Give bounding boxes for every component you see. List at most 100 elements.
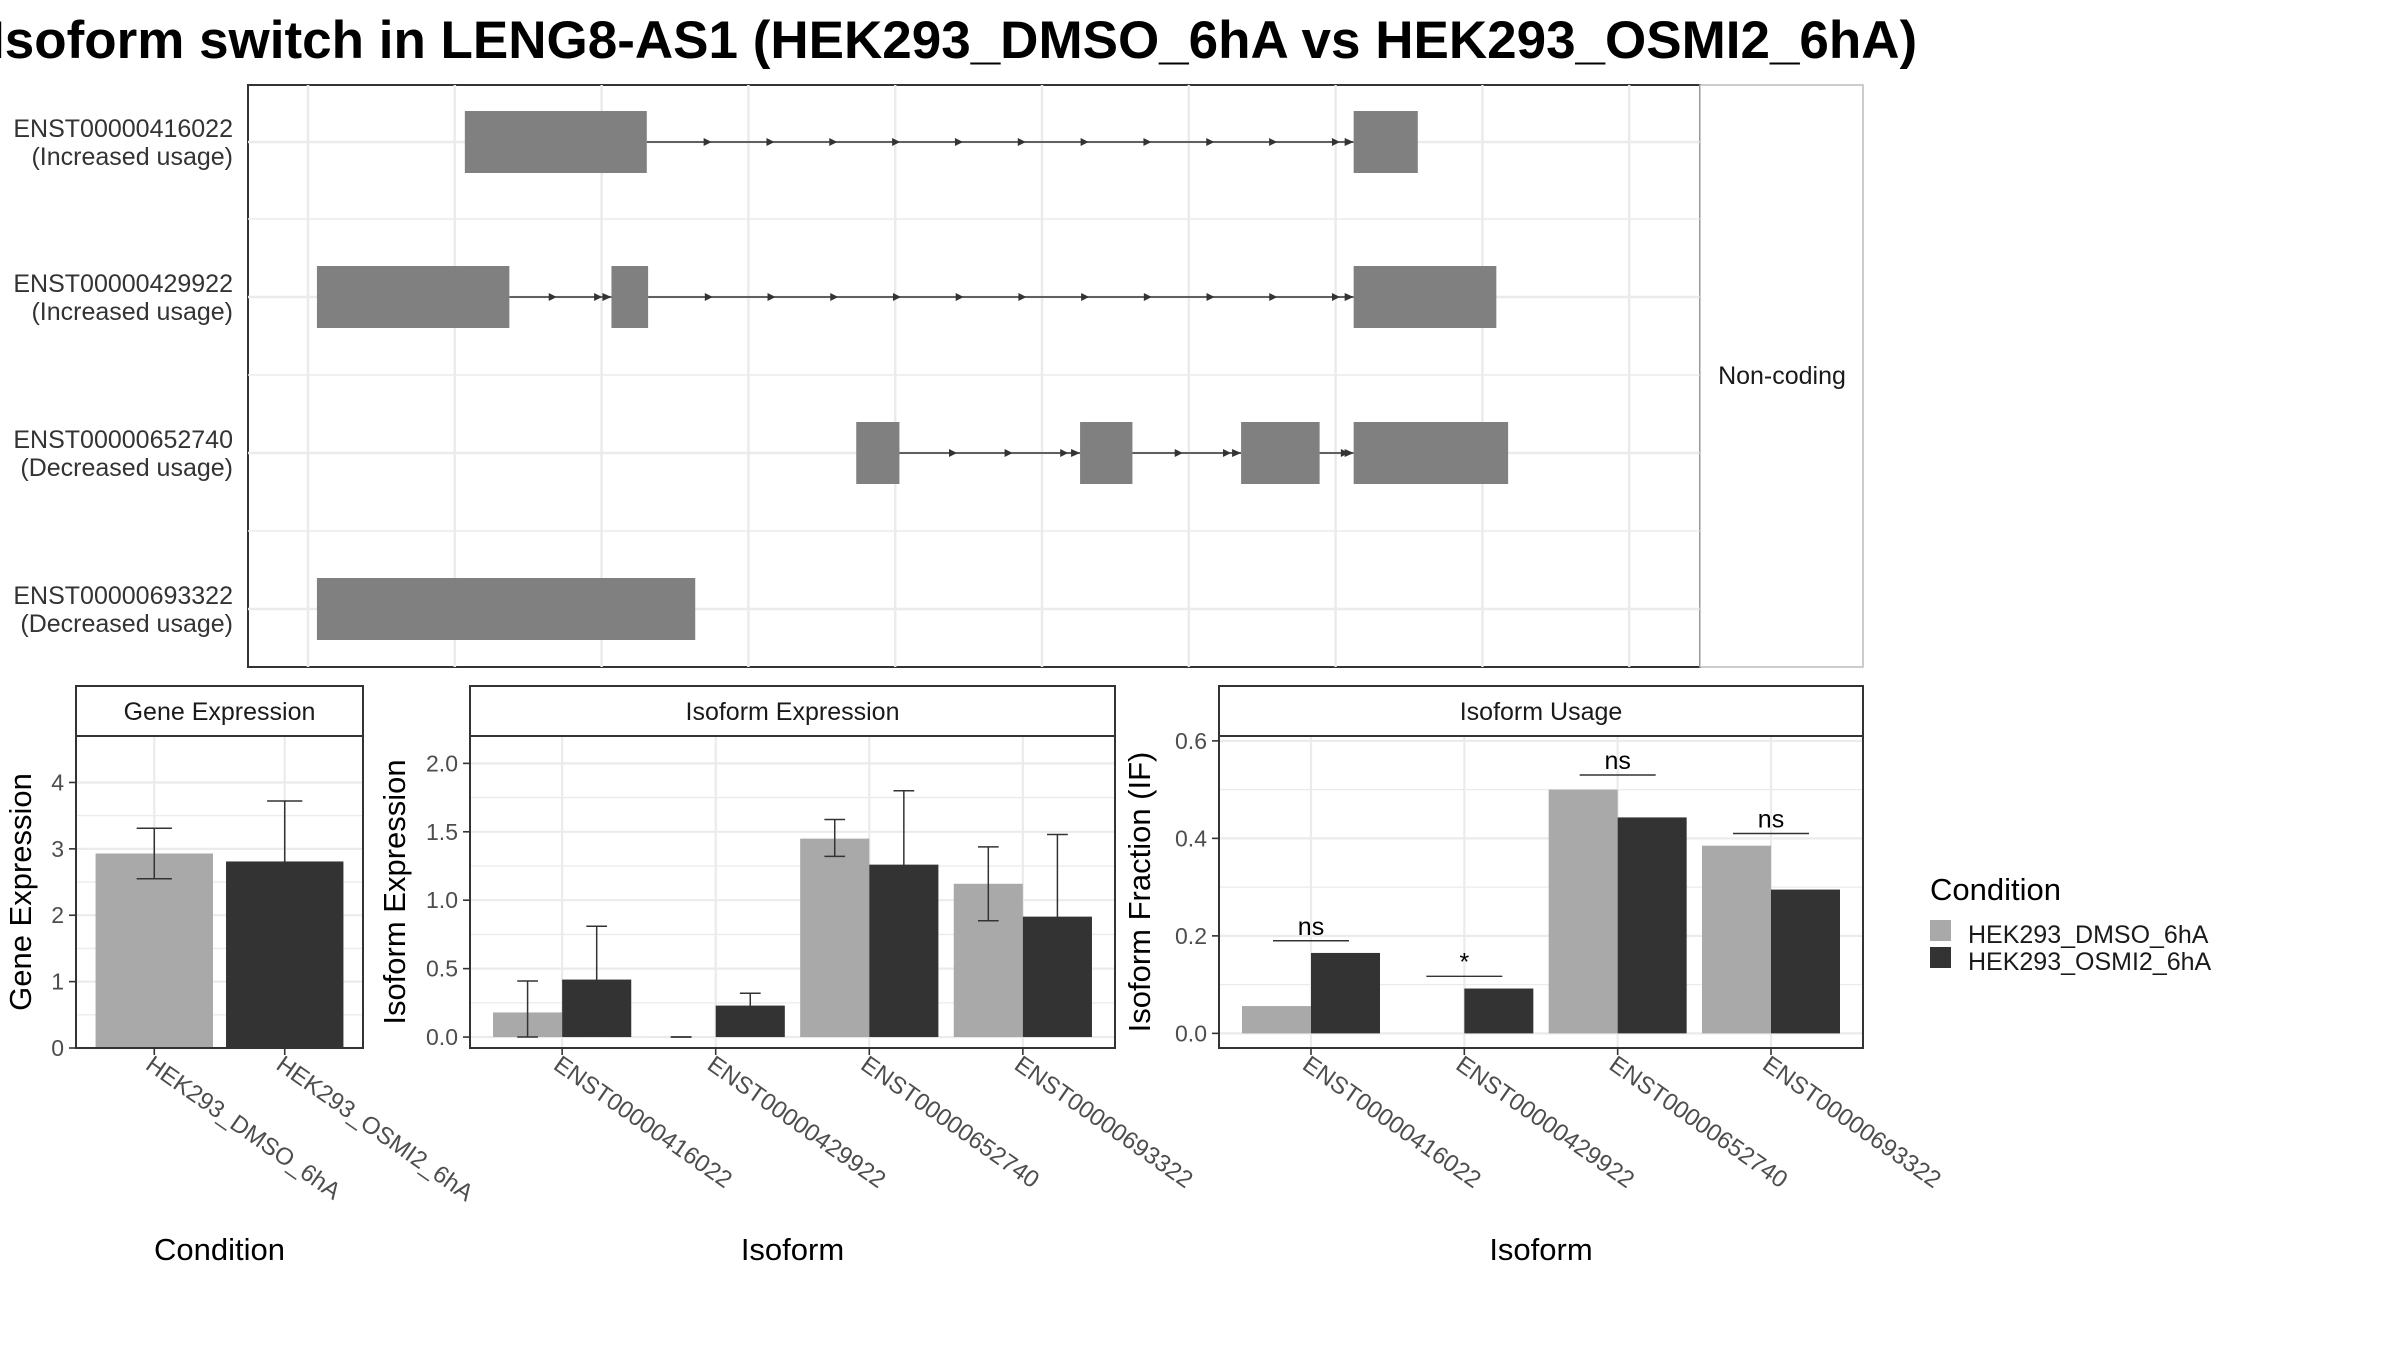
intron-arrow: [1331, 293, 1340, 301]
intron-arrow: [1017, 138, 1026, 146]
exon-block: [1353, 266, 1497, 328]
transcript-id-label: ENST00000429922: [13, 270, 233, 298]
facet-strip: [469, 685, 1116, 737]
intron-arrow: [892, 293, 901, 301]
transcript-row: ENST00000652740(Decreased usage): [13, 422, 1509, 484]
intron-arrow: [1344, 449, 1354, 457]
intron-arrow: [767, 293, 776, 301]
bar: [1548, 789, 1618, 1034]
intron-arrow: [954, 138, 963, 146]
structure-rows: ENST00000416022(Increased usage)ENST0000…: [13, 111, 1509, 640]
x-axis-title: Isoform: [741, 1232, 844, 1267]
y-tick-label: 3: [51, 836, 64, 862]
bar: [800, 838, 870, 1038]
bar: [1771, 889, 1840, 1034]
intron-arrow: [602, 293, 612, 301]
exon-block: [316, 266, 510, 328]
legend: Condition HEK293_DMSO_6hA HEK293_OSMI2_6…: [1930, 872, 2212, 976]
y-tick-label: 0: [51, 1035, 64, 1061]
structure-strip: [1699, 84, 1864, 668]
y-tick-label: 0.0: [426, 1024, 458, 1050]
intron-arrow: [1232, 449, 1242, 457]
intron-arrow: [1223, 449, 1232, 457]
intron-arrow: [1080, 138, 1089, 146]
intron-arrow: [704, 293, 713, 301]
transcript-usage-label: (Decreased usage): [20, 454, 233, 482]
isoform-expression-chart: Isoform Expression0.00.51.01.52.0ENST000…: [377, 685, 1198, 1267]
x-axis-title: Isoform: [1489, 1232, 1592, 1267]
facet-strip: [1218, 685, 1864, 737]
exon-block: [611, 266, 649, 328]
bar: [1242, 1006, 1311, 1034]
intron-arrow: [829, 138, 838, 146]
intron-arrow: [703, 138, 712, 146]
intron-arrow: [1174, 449, 1183, 457]
y-tick-label: 1.0: [426, 887, 458, 913]
transcript-usage-label: (Increased usage): [31, 143, 233, 171]
intron-arrow: [1071, 449, 1081, 457]
intron-arrow: [1060, 449, 1069, 457]
significance-label: ns: [1604, 747, 1630, 775]
transcript-id-label: ENST00000693322: [13, 582, 233, 610]
exon-block: [1353, 422, 1509, 484]
intron-arrow: [1143, 293, 1152, 301]
x-axis-title: Condition: [154, 1232, 285, 1267]
bar: [1464, 988, 1534, 1034]
intron-arrow: [1206, 293, 1215, 301]
exon-block: [1080, 422, 1133, 484]
exon-block: [1241, 422, 1320, 484]
facet-strip-title: Isoform Usage: [1460, 698, 1623, 726]
intron-arrow: [1206, 138, 1215, 146]
gene-expression-chart: Gene Expression01234HEK293_DMSO_6hAHEK29…: [3, 685, 478, 1267]
significance-label: ns: [1758, 806, 1784, 834]
transcript-id-label: ENST00000416022: [13, 115, 233, 143]
exon-block: [464, 111, 647, 173]
intron-arrow: [1004, 449, 1013, 457]
y-tick-label: 0.0: [1175, 1020, 1207, 1046]
transcript-usage-label: (Decreased usage): [20, 610, 233, 638]
bar: [1311, 952, 1380, 1034]
y-axis-title: Gene Expression: [3, 773, 38, 1011]
y-tick-label: 0.2: [1175, 923, 1207, 949]
intron-arrow: [955, 293, 964, 301]
exon-block: [1353, 111, 1418, 173]
y-tick-label: 1.5: [426, 819, 458, 845]
y-tick-label: 4: [51, 769, 64, 795]
transcript-structure-panel: ENST00000416022(Increased usage)ENST0000…: [13, 84, 1864, 668]
significance-label: *: [1459, 948, 1469, 976]
intron-arrow: [830, 293, 839, 301]
intron-arrow: [766, 138, 775, 146]
intron-arrow: [892, 138, 901, 146]
coding-status-label: Non-coding: [1718, 362, 1846, 390]
transcript-id-label: ENST00000652740: [13, 426, 233, 454]
legend-title: Condition: [1930, 872, 2061, 907]
y-axis-title: Isoform Expression: [377, 759, 412, 1024]
bar: [1702, 845, 1771, 1034]
transcript-row: ENST00000429922(Increased usage): [13, 266, 1497, 328]
y-tick-label: 0.4: [1175, 825, 1207, 851]
y-tick-label: 0.5: [426, 956, 458, 982]
intron-arrow: [1344, 138, 1354, 146]
intron-arrow: [1018, 293, 1027, 301]
transcript-row: ENST00000416022(Increased usage): [13, 111, 1418, 173]
intron-arrow: [1081, 293, 1090, 301]
intron-arrow: [594, 293, 603, 301]
legend-label-dmso: HEK293_DMSO_6hA: [1968, 921, 2209, 949]
y-axis-title: Isoform Fraction (IF): [1122, 752, 1157, 1033]
y-tick-label: 0.6: [1175, 728, 1207, 754]
y-tick-label: 2: [51, 902, 64, 928]
intron-arrow: [949, 449, 958, 457]
bar: [1617, 817, 1687, 1034]
transcript-usage-label: (Increased usage): [31, 298, 233, 326]
bar: [95, 853, 213, 1048]
legend-label-osmi2: HEK293_OSMI2_6hA: [1968, 948, 2212, 976]
figure-title: Isoform switch in LENG8-AS1 (HEK293_DMSO…: [0, 11, 1917, 70]
intron-arrow: [1331, 138, 1340, 146]
intron-arrow: [1269, 293, 1278, 301]
intron-arrow: [1344, 293, 1354, 301]
intron-arrow: [548, 293, 557, 301]
legend-swatch-dmso: [1930, 920, 1951, 941]
facet-strip-title: Isoform Expression: [686, 698, 900, 726]
